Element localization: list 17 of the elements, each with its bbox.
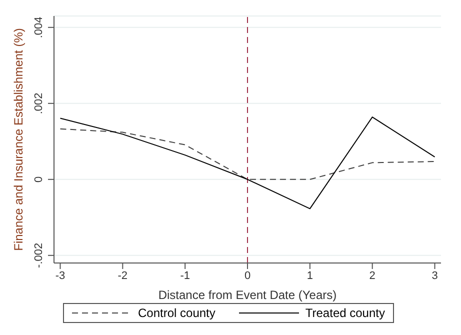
x-tick-label: 1 [306, 270, 313, 282]
x-tick-label: 3 [432, 270, 438, 282]
legend-label: Treated county [304, 306, 385, 320]
x-tick-label: -1 [180, 270, 190, 282]
line-series [60, 128, 436, 180]
y-tick-label: 0 [33, 176, 45, 182]
x-tick-label: -2 [118, 270, 128, 282]
legend-label: Control county [137, 306, 216, 320]
line-series [60, 116, 436, 210]
y-axis-title: Finance and Insurance Establishment (%) [11, 28, 26, 251]
y-tick-label: .004 [33, 16, 45, 38]
y-tick-label: -.002 [33, 242, 45, 268]
x-tick-label: -3 [55, 270, 66, 282]
x-axis-title: Distance from Event Date (Years) [158, 288, 337, 302]
y-tick-label: .002 [33, 92, 45, 114]
x-tick-label: 0 [244, 270, 251, 282]
x-tick-label: 2 [369, 270, 376, 282]
